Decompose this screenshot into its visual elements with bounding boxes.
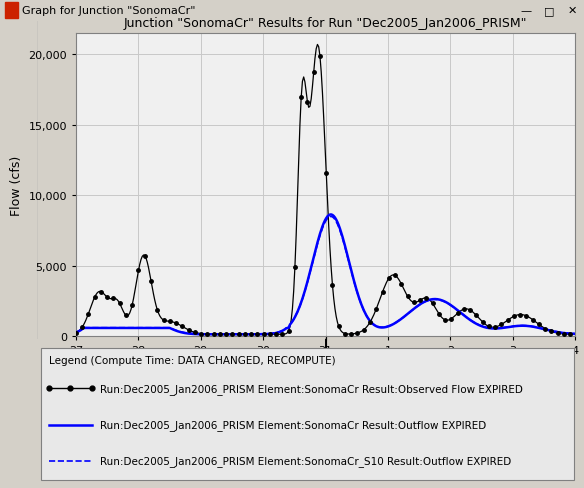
Bar <box>5 3 18 19</box>
Title: Junction "SonomaCr" Results for Run "Dec2005_Jan2006_PRISM": Junction "SonomaCr" Results for Run "Dec… <box>124 17 527 30</box>
Text: Graph for Junction "SonomaCr": Graph for Junction "SonomaCr" <box>22 6 196 16</box>
Text: □: □ <box>544 6 554 16</box>
Text: Dec2005: Dec2005 <box>76 363 126 372</box>
Text: Jan2006: Jan2006 <box>530 363 575 372</box>
Text: Run:Dec2005_Jan2006_PRISM Element:SonomaCr Result:Observed Flow EXPIRED: Run:Dec2005_Jan2006_PRISM Element:Sonoma… <box>100 383 523 394</box>
Text: Legend (Compute Time: DATA CHANGED, RECOMPUTE): Legend (Compute Time: DATA CHANGED, RECO… <box>48 355 335 365</box>
Text: ✕: ✕ <box>568 6 577 16</box>
Text: Run:Dec2005_Jan2006_PRISM Element:SonomaCr_S10 Result:Outflow EXPIRED: Run:Dec2005_Jan2006_PRISM Element:Sonoma… <box>100 455 512 467</box>
Text: Run:Dec2005_Jan2006_PRISM Element:SonomaCr Result:Outflow EXPIRED: Run:Dec2005_Jan2006_PRISM Element:Sonoma… <box>100 419 486 430</box>
FancyBboxPatch shape <box>41 348 575 480</box>
Text: —: — <box>520 6 531 16</box>
Y-axis label: Flow (cfs): Flow (cfs) <box>10 155 23 216</box>
